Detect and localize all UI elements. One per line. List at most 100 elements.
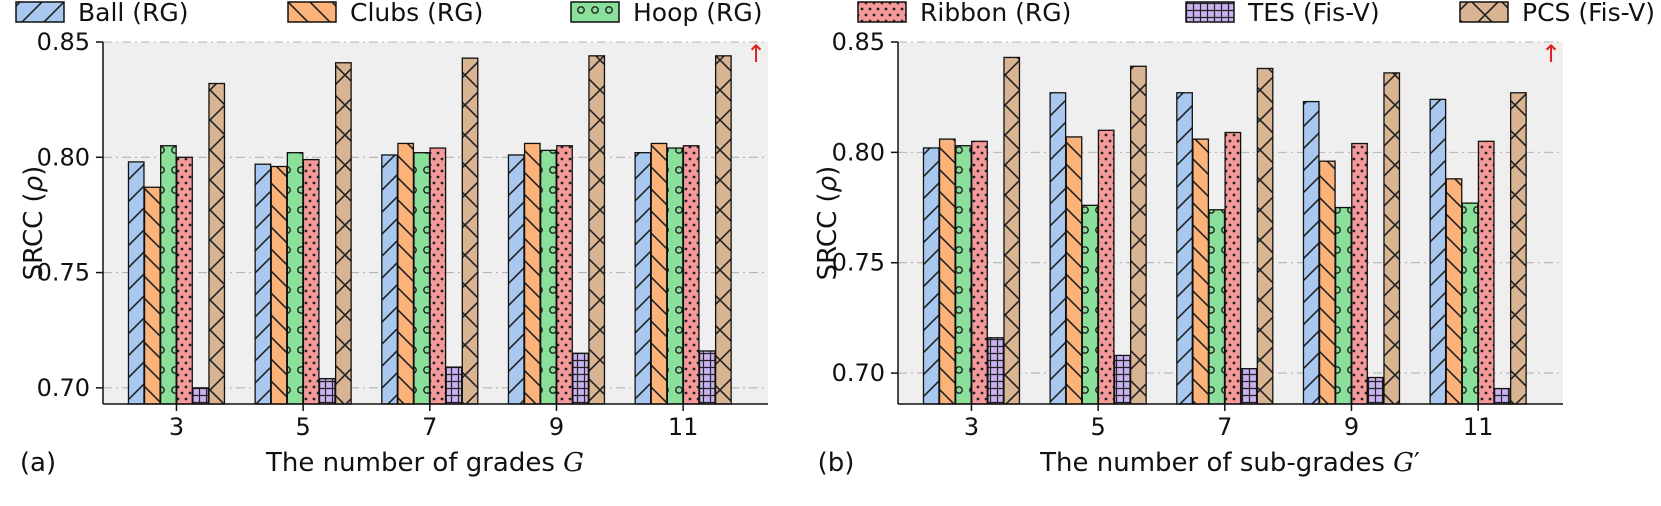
bar-outline xyxy=(254,163,272,405)
x-tick-label: 3 xyxy=(169,413,184,441)
legend-swatch-pattern xyxy=(287,1,337,23)
bar-outline xyxy=(270,165,288,405)
legend-swatch-pattern xyxy=(570,1,620,23)
x-tick-label: 9 xyxy=(549,413,564,441)
chart-panel-b: 0.70 0.75 0.80 0.85 3 5 7 9 11 ↑ SRCC (ρ) (b) T… xyxy=(813,28,1563,478)
x-tick-label: 11 xyxy=(668,413,699,441)
x-tick-label: 5 xyxy=(295,413,310,441)
bar-outline xyxy=(1477,140,1495,405)
bar-outline xyxy=(1461,202,1479,405)
bar-outline xyxy=(556,145,573,405)
bar-outline xyxy=(987,337,1005,405)
bar-outline xyxy=(634,152,652,405)
legend-label: Ribbon (RG) xyxy=(920,0,1071,27)
bar-outline xyxy=(143,186,161,405)
y-tick-label: 0.85 xyxy=(832,28,885,56)
legend-item: TES (Fis-V) xyxy=(1185,0,1380,27)
bar-outline xyxy=(1240,368,1258,405)
y-tick-label: 0.75 xyxy=(37,259,90,287)
bar-outline xyxy=(1113,354,1131,405)
x-tick-label: 5 xyxy=(1090,413,1105,441)
bar-outline xyxy=(318,377,336,405)
legend: Ball (RG) Clubs (RG) Hoop (RG) Ribbon (RG) T… xyxy=(15,0,1655,27)
y-tick-label: 0.80 xyxy=(832,138,885,166)
y-ticks-b: 0.70 0.75 0.80 0.85 xyxy=(832,28,898,387)
bars-a xyxy=(127,55,732,405)
y-tick-label: 0.70 xyxy=(37,374,90,402)
bar-outline xyxy=(1003,56,1021,405)
bar-outline xyxy=(208,82,226,405)
bar-outline xyxy=(302,158,320,405)
legend-label: PCS (Fis-V) xyxy=(1522,0,1655,27)
legend-label: TES (Fis-V) xyxy=(1247,0,1380,27)
bar-outline xyxy=(922,147,940,405)
bar-outline xyxy=(413,152,431,405)
legend-swatch-pattern xyxy=(1185,1,1235,23)
legend-swatch-pattern xyxy=(15,1,65,23)
panel-label-b: (b) xyxy=(818,448,855,478)
x-tick-label: 11 xyxy=(1463,413,1494,441)
x-ticks-a: 3 5 7 9 11 xyxy=(169,404,699,441)
bar-outline xyxy=(588,55,606,405)
bar-outline xyxy=(540,149,557,405)
bar-outline xyxy=(429,147,447,405)
bar-outline xyxy=(397,142,415,405)
y-axis-label-b: SRCC (ρ) xyxy=(813,166,843,281)
bar-outline xyxy=(286,152,304,405)
y-tick-label: 0.70 xyxy=(832,359,885,387)
bar-outline xyxy=(1224,131,1242,405)
bar-outline xyxy=(1509,92,1527,405)
bar-outline xyxy=(523,142,541,405)
y-axis-label-a: SRCC (ρ) xyxy=(19,166,49,281)
bar-outline xyxy=(698,350,716,405)
up-arrow-a: ↑ xyxy=(746,40,766,68)
bar-outline xyxy=(176,156,193,405)
legend-swatch-pattern xyxy=(1459,1,1509,23)
bar-outline xyxy=(127,161,145,405)
x-axis-label-a: The number of grades G xyxy=(265,448,584,478)
bar-outline xyxy=(507,154,525,405)
legend-item: Hoop (RG) xyxy=(570,0,762,27)
x-tick-label: 7 xyxy=(1217,413,1232,441)
x-tick-label: 7 xyxy=(422,413,437,441)
bar-outline xyxy=(334,62,352,405)
legend-item: Ball (RG) xyxy=(15,0,189,27)
bar-outline xyxy=(955,145,972,405)
bar-outline xyxy=(1097,129,1115,405)
x-ticks-b: 3 5 7 9 11 xyxy=(964,404,1494,441)
bar-outline xyxy=(1192,138,1210,405)
bar-outline xyxy=(1351,142,1368,405)
bar-outline xyxy=(461,57,479,405)
legend-swatch-pattern xyxy=(857,1,907,23)
bar-outline xyxy=(1493,387,1511,405)
bar-outline xyxy=(1335,206,1352,405)
bar-outline xyxy=(1176,92,1193,405)
y-tick-label: 0.75 xyxy=(832,249,885,277)
x-axis-label-b: The number of sub-grades G′ xyxy=(1039,448,1420,478)
bar-outline xyxy=(938,138,956,405)
chart-panel-a: 0.70 0.75 0.80 0.85 3 5 7 9 11 ↑ SRCC (ρ) (a) T… xyxy=(19,28,768,478)
legend-label: Ball (RG) xyxy=(78,0,189,27)
bar-outline xyxy=(445,366,463,405)
bar-outline xyxy=(192,387,210,405)
legend-item: Clubs (RG) xyxy=(287,0,483,27)
bars-b xyxy=(922,56,1527,405)
panel-label-a: (a) xyxy=(20,448,56,478)
x-tick-label: 9 xyxy=(1344,413,1359,441)
legend-label: Hoop (RG) xyxy=(633,0,762,27)
bar-outline xyxy=(1429,98,1447,405)
bar-outline xyxy=(1081,204,1099,405)
bar-outline xyxy=(160,145,177,405)
bar-outline xyxy=(1256,67,1274,405)
legend-item: Ribbon (RG) xyxy=(857,0,1071,27)
y-tick-label: 0.85 xyxy=(37,28,90,56)
legend-item: PCS (Fis-V) xyxy=(1459,0,1655,27)
bar-outline xyxy=(1302,100,1320,405)
legend-label: Clubs (RG) xyxy=(350,0,483,27)
bar-outline xyxy=(1129,65,1147,405)
x-tick-label: 3 xyxy=(964,413,979,441)
bar-outline xyxy=(650,142,668,405)
bar-outline xyxy=(1318,160,1336,405)
bar-outline xyxy=(381,154,398,405)
